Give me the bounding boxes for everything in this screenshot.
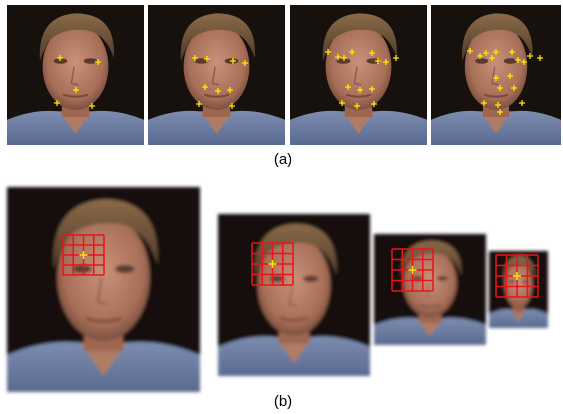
face-image bbox=[148, 5, 285, 145]
face-image bbox=[374, 234, 486, 345]
figure: (a) (b) bbox=[0, 0, 563, 414]
face-image bbox=[489, 251, 548, 328]
panel-label: (a) bbox=[274, 151, 292, 168]
face-image bbox=[290, 5, 427, 145]
face-image bbox=[7, 187, 200, 392]
pyramid-images bbox=[7, 187, 548, 392]
landmark-images bbox=[7, 5, 561, 145]
face-image bbox=[7, 5, 144, 145]
face-image bbox=[218, 214, 370, 376]
page: (a) (b) (() => { const data = JSON.parse… bbox=[0, 0, 563, 414]
panel-label: (b) bbox=[274, 393, 292, 410]
